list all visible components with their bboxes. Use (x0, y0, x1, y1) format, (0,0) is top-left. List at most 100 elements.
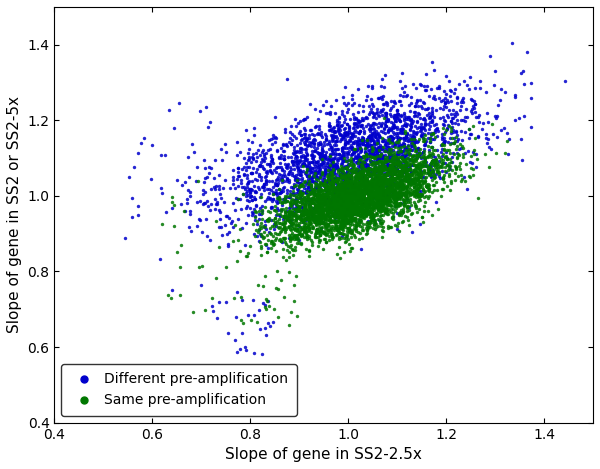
Point (371, 166, 381, 173)
Point (362, 168, 371, 176)
Point (413, 186, 422, 193)
Point (320, 213, 330, 221)
Point (407, 186, 416, 194)
Point (520, 112, 529, 119)
Point (317, 194, 327, 201)
Point (358, 180, 368, 188)
Point (390, 207, 400, 215)
Point (357, 197, 367, 204)
Point (400, 172, 409, 180)
Point (313, 161, 322, 169)
Point (419, 158, 429, 166)
Point (304, 247, 314, 255)
Point (327, 198, 337, 206)
Point (331, 200, 341, 208)
Point (341, 186, 351, 194)
Point (367, 186, 377, 193)
Point (469, 123, 478, 130)
Point (389, 164, 399, 171)
Point (352, 194, 362, 201)
Point (409, 179, 419, 187)
Point (288, 219, 298, 227)
Point (352, 200, 362, 208)
Point (311, 197, 320, 204)
Point (397, 166, 407, 174)
Point (409, 183, 419, 190)
Point (363, 195, 373, 202)
Point (418, 162, 428, 170)
Point (408, 152, 418, 160)
Point (345, 189, 355, 196)
Point (349, 197, 358, 204)
Point (376, 109, 385, 116)
Point (421, 119, 430, 127)
Point (421, 141, 430, 148)
Point (376, 193, 386, 201)
Point (388, 209, 397, 216)
Point (291, 209, 301, 216)
Point (334, 188, 344, 196)
Point (357, 140, 367, 148)
Point (338, 133, 347, 141)
Point (391, 168, 400, 176)
Point (370, 125, 379, 133)
Point (293, 163, 303, 171)
Point (330, 222, 340, 229)
Point (325, 201, 334, 209)
Point (324, 174, 334, 182)
Point (369, 189, 379, 197)
Point (317, 141, 326, 148)
Point (256, 325, 265, 333)
Point (355, 160, 365, 167)
Point (332, 204, 342, 212)
Point (380, 147, 390, 155)
Point (439, 130, 449, 138)
Point (254, 306, 264, 314)
Point (332, 151, 342, 158)
Point (358, 203, 368, 210)
Point (299, 223, 308, 231)
Point (364, 172, 373, 179)
Point (356, 245, 366, 253)
Point (373, 192, 383, 199)
Point (412, 167, 421, 175)
Point (386, 170, 396, 177)
Point (314, 197, 323, 204)
Point (423, 142, 433, 150)
Point (466, 152, 475, 160)
Point (292, 178, 302, 185)
Point (350, 123, 359, 131)
Point (365, 181, 374, 188)
Point (312, 197, 322, 205)
Point (294, 231, 304, 238)
Point (347, 145, 356, 152)
Point (176, 201, 186, 208)
Point (365, 189, 375, 197)
Point (365, 147, 374, 155)
Point (274, 193, 283, 201)
Point (419, 185, 428, 193)
Point (375, 195, 385, 202)
Point (338, 167, 347, 175)
Point (270, 206, 280, 213)
Point (358, 180, 368, 188)
Point (371, 195, 380, 202)
Point (226, 219, 236, 227)
Point (371, 203, 380, 211)
Point (241, 241, 250, 248)
Point (307, 189, 316, 196)
Point (383, 146, 392, 153)
Point (323, 200, 333, 208)
Point (362, 183, 371, 191)
Point (475, 77, 485, 84)
Point (331, 163, 341, 170)
Point (368, 162, 377, 169)
Point (314, 167, 324, 174)
Point (329, 131, 338, 139)
Point (379, 163, 389, 170)
Point (220, 140, 230, 148)
Point (398, 207, 407, 215)
Point (358, 185, 368, 192)
Point (343, 216, 353, 224)
Point (432, 124, 442, 132)
